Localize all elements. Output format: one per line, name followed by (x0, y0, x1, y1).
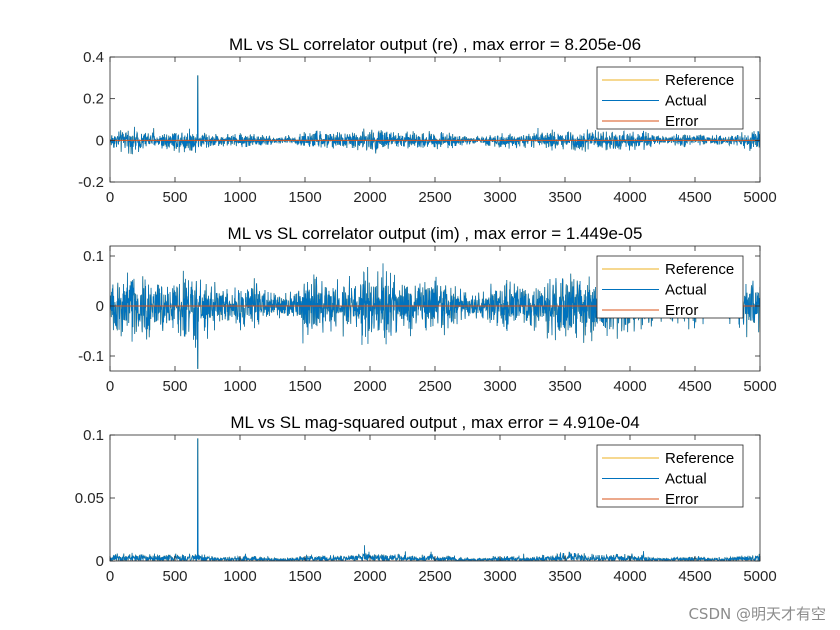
series-actual-line (110, 75, 760, 155)
y-tick-label: 0.2 (83, 91, 104, 108)
x-tick-label: 0 (106, 189, 114, 206)
legend-box (596, 255, 744, 319)
x-tick-label: 1000 (223, 568, 256, 585)
x-tick-label: 1500 (288, 189, 321, 206)
x-tick-label: 5000 (743, 189, 776, 206)
x-tick-label: 4000 (613, 189, 646, 206)
x-tick-label: 0 (106, 378, 114, 395)
x-tick-label: 2000 (353, 189, 386, 206)
legend-label-reference: Reference (665, 261, 734, 278)
x-tick-label: 3500 (548, 378, 581, 395)
x-tick-label: 5000 (743, 568, 776, 585)
y-tick-label: 0.05 (75, 490, 104, 507)
x-tick-label: 4500 (678, 568, 711, 585)
x-tick-label: 500 (162, 189, 187, 206)
x-tick-label: 0 (106, 568, 114, 585)
y-tick-label: 0.1 (83, 427, 104, 444)
legend-label-error: Error (665, 113, 698, 130)
x-tick-label: 2500 (418, 568, 451, 585)
x-tick-label: 3000 (483, 568, 516, 585)
x-tick-label: 4000 (613, 378, 646, 395)
y-tick-label: 0 (96, 132, 104, 149)
legend-box (596, 66, 744, 130)
x-tick-label: 3500 (548, 189, 581, 206)
x-tick-label: 3000 (483, 189, 516, 206)
x-tick-label: 2500 (418, 378, 451, 395)
y-tick-label: -0.2 (78, 174, 104, 191)
chart-title: ML vs SL correlator output (im) , max er… (228, 224, 643, 243)
chart-title: ML vs SL correlator output (re) , max er… (229, 35, 641, 54)
y-tick-label: 0 (96, 298, 104, 315)
x-tick-label: 3000 (483, 378, 516, 395)
x-tick-label: 1000 (223, 189, 256, 206)
legend-label-error: Error (665, 302, 698, 319)
y-tick-label: 0.1 (83, 248, 104, 265)
legend: Reference Actual Error (596, 444, 744, 508)
legend-label-actual: Actual (665, 282, 707, 299)
x-tick-label: 4500 (678, 378, 711, 395)
x-tick-label: 1500 (288, 568, 321, 585)
x-tick-label: 4500 (678, 189, 711, 206)
chart-title: ML vs SL mag-squared output , max error … (230, 413, 639, 432)
legend-label-error: Error (665, 491, 698, 508)
y-tick-label: 0 (96, 553, 104, 570)
x-tick-label: 1500 (288, 378, 321, 395)
subplot-1: 0 500 1000 1500 2000 2500 3000 3500 4000 4500 5000… (78, 35, 777, 206)
legend-label-actual: Actual (665, 93, 707, 110)
subplot-3: 0 500 1000 1500 2000 2500 3000 3500 4000 4500 5000… (75, 413, 777, 585)
legend: Reference Actual Error (596, 255, 744, 319)
legend-label-actual: Actual (665, 471, 707, 488)
series-group (110, 75, 760, 155)
x-tick-label: 3500 (548, 568, 581, 585)
y-tick-label: 0.4 (83, 49, 104, 66)
x-tick-label: 5000 (743, 378, 776, 395)
x-tick-label: 4000 (613, 568, 646, 585)
legend-label-reference: Reference (665, 450, 734, 467)
legend: Reference Actual Error (596, 66, 744, 130)
legend-box (596, 444, 744, 508)
x-tick-label: 2500 (418, 189, 451, 206)
y-tick-label: -0.1 (78, 348, 104, 365)
watermark: CSDN @明天才有空 (688, 605, 826, 623)
x-tick-label: 500 (162, 378, 187, 395)
subplot-2: 0 500 1000 1500 2000 2500 3000 3500 4000 4500 5000… (78, 224, 777, 395)
x-tick-label: 1000 (223, 378, 256, 395)
x-tick-label: 500 (162, 568, 187, 585)
legend-label-reference: Reference (665, 72, 734, 89)
x-tick-label: 2000 (353, 378, 386, 395)
x-tick-label: 2000 (353, 568, 386, 585)
